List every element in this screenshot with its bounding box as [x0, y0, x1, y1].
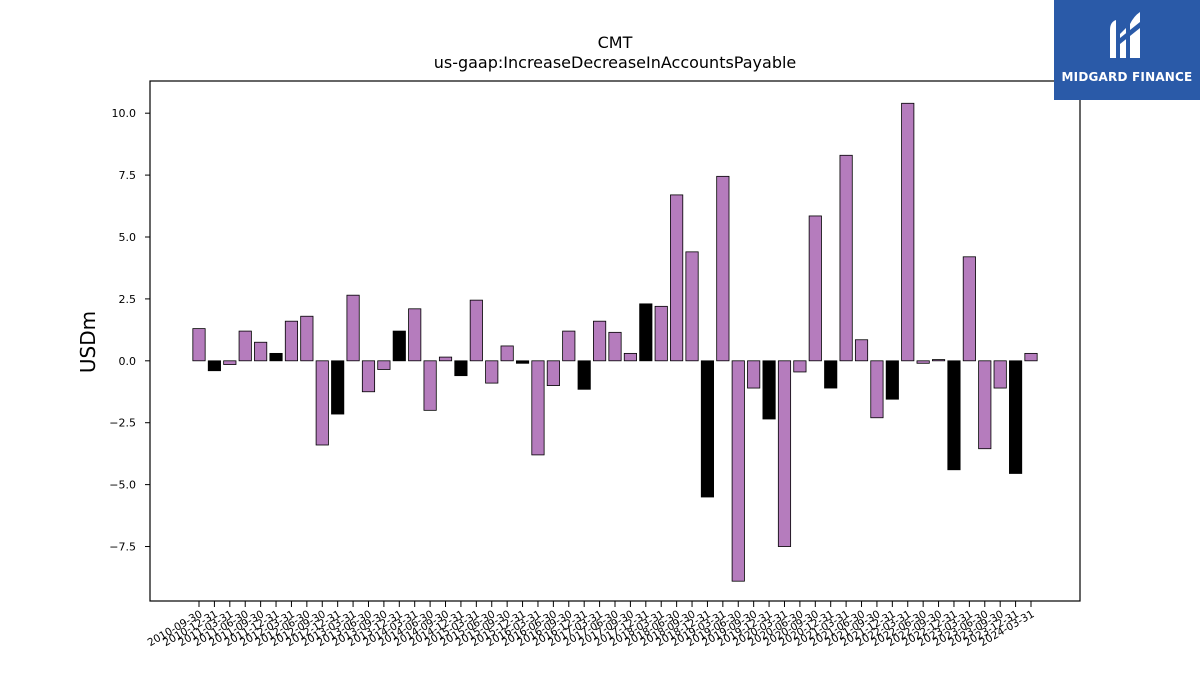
- y-axis-label: USDm: [76, 311, 100, 373]
- bar-2016-12-31: [577, 360, 591, 390]
- bar-2021-09-30: [870, 360, 884, 419]
- bar-2011-09-30: [254, 341, 268, 362]
- bar-2012-03-31: [284, 320, 299, 362]
- bar-2017-12-31: [639, 303, 653, 362]
- bar-2022-06-30: [916, 360, 930, 364]
- bar-2023-03-31: [962, 256, 976, 362]
- bar-2023-06-30: [978, 360, 992, 450]
- bar-2019-06-30: [731, 360, 745, 582]
- y-tick-label: 0.0: [119, 355, 137, 368]
- bars-group: [192, 102, 1038, 582]
- bar-2014-03-31: [408, 308, 422, 362]
- bar-2021-12-31: [885, 360, 899, 400]
- bar-2019-09-30: [747, 360, 761, 389]
- bar-2018-09-30: [685, 251, 699, 362]
- brand-logo: MIDGARD FINANCE: [1054, 0, 1200, 100]
- bar-2020-12-31: [824, 360, 838, 389]
- bar-2017-06-30: [608, 331, 622, 362]
- bar-2020-03-31: [777, 360, 792, 547]
- bar-2011-12-31: [269, 352, 283, 362]
- bar-2023-09-30: [993, 360, 1007, 389]
- bar-2022-09-30: [931, 359, 946, 362]
- bar-2021-06-30: [854, 339, 869, 362]
- y-tick-label: −2.5: [109, 417, 136, 430]
- bar-2013-12-31: [392, 330, 406, 362]
- bar-2019-12-31: [762, 360, 776, 420]
- y-tick-label: 10.0: [112, 107, 137, 120]
- bar-2021-03-31: [839, 154, 853, 362]
- bar-2018-06-30: [670, 194, 684, 362]
- bar-2015-12-31: [515, 360, 530, 364]
- bar-2024-03-31: [1024, 352, 1038, 362]
- bar-2020-06-30: [793, 360, 807, 373]
- bar-2016-03-31: [531, 360, 545, 456]
- y-tick-label: −5.0: [109, 479, 136, 492]
- bar-2019-03-31: [716, 175, 730, 362]
- y-tick-label: 7.5: [119, 169, 137, 182]
- bar-2015-03-31: [469, 299, 483, 362]
- bar-2014-09-30: [438, 356, 453, 362]
- bar-2023-12-31: [1009, 360, 1023, 474]
- bar-2018-03-31: [654, 305, 668, 362]
- chart-title: CMT: [598, 33, 633, 52]
- y-tick-label: 5.0: [119, 231, 137, 244]
- bar-2015-06-30: [485, 360, 499, 384]
- y-tick-label: 2.5: [119, 293, 137, 306]
- bar-2016-06-30: [546, 360, 560, 386]
- bar-2011-03-31: [223, 360, 237, 365]
- bar-2012-09-30: [315, 360, 329, 446]
- bar-2014-12-31: [454, 360, 468, 377]
- bar-2017-09-30: [623, 352, 637, 362]
- bar-2015-09-30: [500, 345, 514, 362]
- x-axis: 2010-09-302010-12-312011-03-312011-06-30…: [146, 601, 1037, 649]
- bar-2011-06-30: [238, 330, 252, 362]
- bar-2013-03-31: [346, 294, 360, 362]
- bar-2018-12-31: [700, 360, 715, 498]
- bar-2010-09-30: [192, 328, 206, 362]
- bar-2020-09-30: [808, 215, 822, 362]
- y-tick-label: −7.5: [109, 541, 136, 554]
- plot-frame: [149, 80, 1081, 602]
- bar-2022-03-31: [901, 102, 915, 362]
- midgard-logo-icon: [1110, 12, 1140, 58]
- bar-2014-06-30: [423, 360, 437, 411]
- bar-2017-03-31: [593, 320, 607, 362]
- bar-2012-12-31: [331, 360, 345, 415]
- bar-2016-09-30: [562, 330, 576, 362]
- bar-2012-06-30: [300, 315, 314, 362]
- bar-2010-12-31: [207, 360, 221, 372]
- y-axis: −7.5 −5.0 −2.5 0.0 2.5 5.0 7.5 10.0: [109, 107, 150, 554]
- chart-subtitle: us-gaap:IncreaseDecreaseInAccountsPayabl…: [434, 53, 797, 72]
- bar-2013-09-30: [377, 360, 391, 370]
- bar-2022-12-31: [947, 360, 961, 471]
- brand-name: MIDGARD FINANCE: [1061, 70, 1193, 84]
- bar-2013-06-30: [361, 360, 376, 393]
